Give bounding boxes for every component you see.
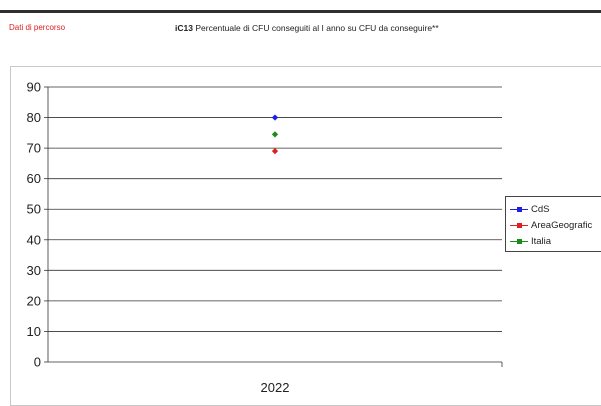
legend-swatch-cds [510, 206, 528, 212]
chart-code: iC13 [175, 23, 193, 33]
legend-label-cds: CdS [531, 203, 550, 215]
legend-item-areageografica: AreaGeografic [510, 218, 592, 232]
legend-item-cds: CdS [510, 202, 549, 216]
top-rule [0, 10, 601, 13]
y-tick-label-70: 70 [27, 141, 41, 156]
y-tick-label-90: 90 [27, 80, 41, 95]
legend-label-italia: Italia [531, 235, 552, 247]
data-point-areageografica-0 [271, 148, 279, 155]
y-tick-label-50: 50 [27, 202, 41, 217]
x-tick-label-2022: 2022 [261, 380, 290, 395]
legend-swatch-italia [510, 238, 528, 244]
legend-swatch-areageografica [510, 222, 528, 228]
y-tick-label-80: 80 [27, 110, 41, 125]
chart-legend: CdS AreaGeografic Italia [505, 196, 601, 252]
chart-heading: iC13 Percentuale di CFU conseguiti al I … [175, 23, 439, 33]
y-tick-label-30: 30 [27, 263, 41, 278]
data-point-italia-0 [271, 131, 279, 138]
data-point-cds-0 [271, 114, 279, 121]
section-label: Dati di percorso [9, 23, 66, 32]
chart-title: Percentuale di CFU conseguiti al I anno … [195, 23, 439, 33]
y-tick-label-10: 10 [27, 324, 41, 339]
legend-item-italia: Italia [510, 234, 551, 248]
y-tick-label-0: 0 [34, 355, 41, 370]
y-tick-label-60: 60 [27, 171, 41, 186]
y-tick-label-20: 20 [27, 293, 41, 308]
legend-label-areageografica: AreaGeografic [531, 219, 593, 231]
y-tick-label-40: 40 [27, 232, 41, 247]
